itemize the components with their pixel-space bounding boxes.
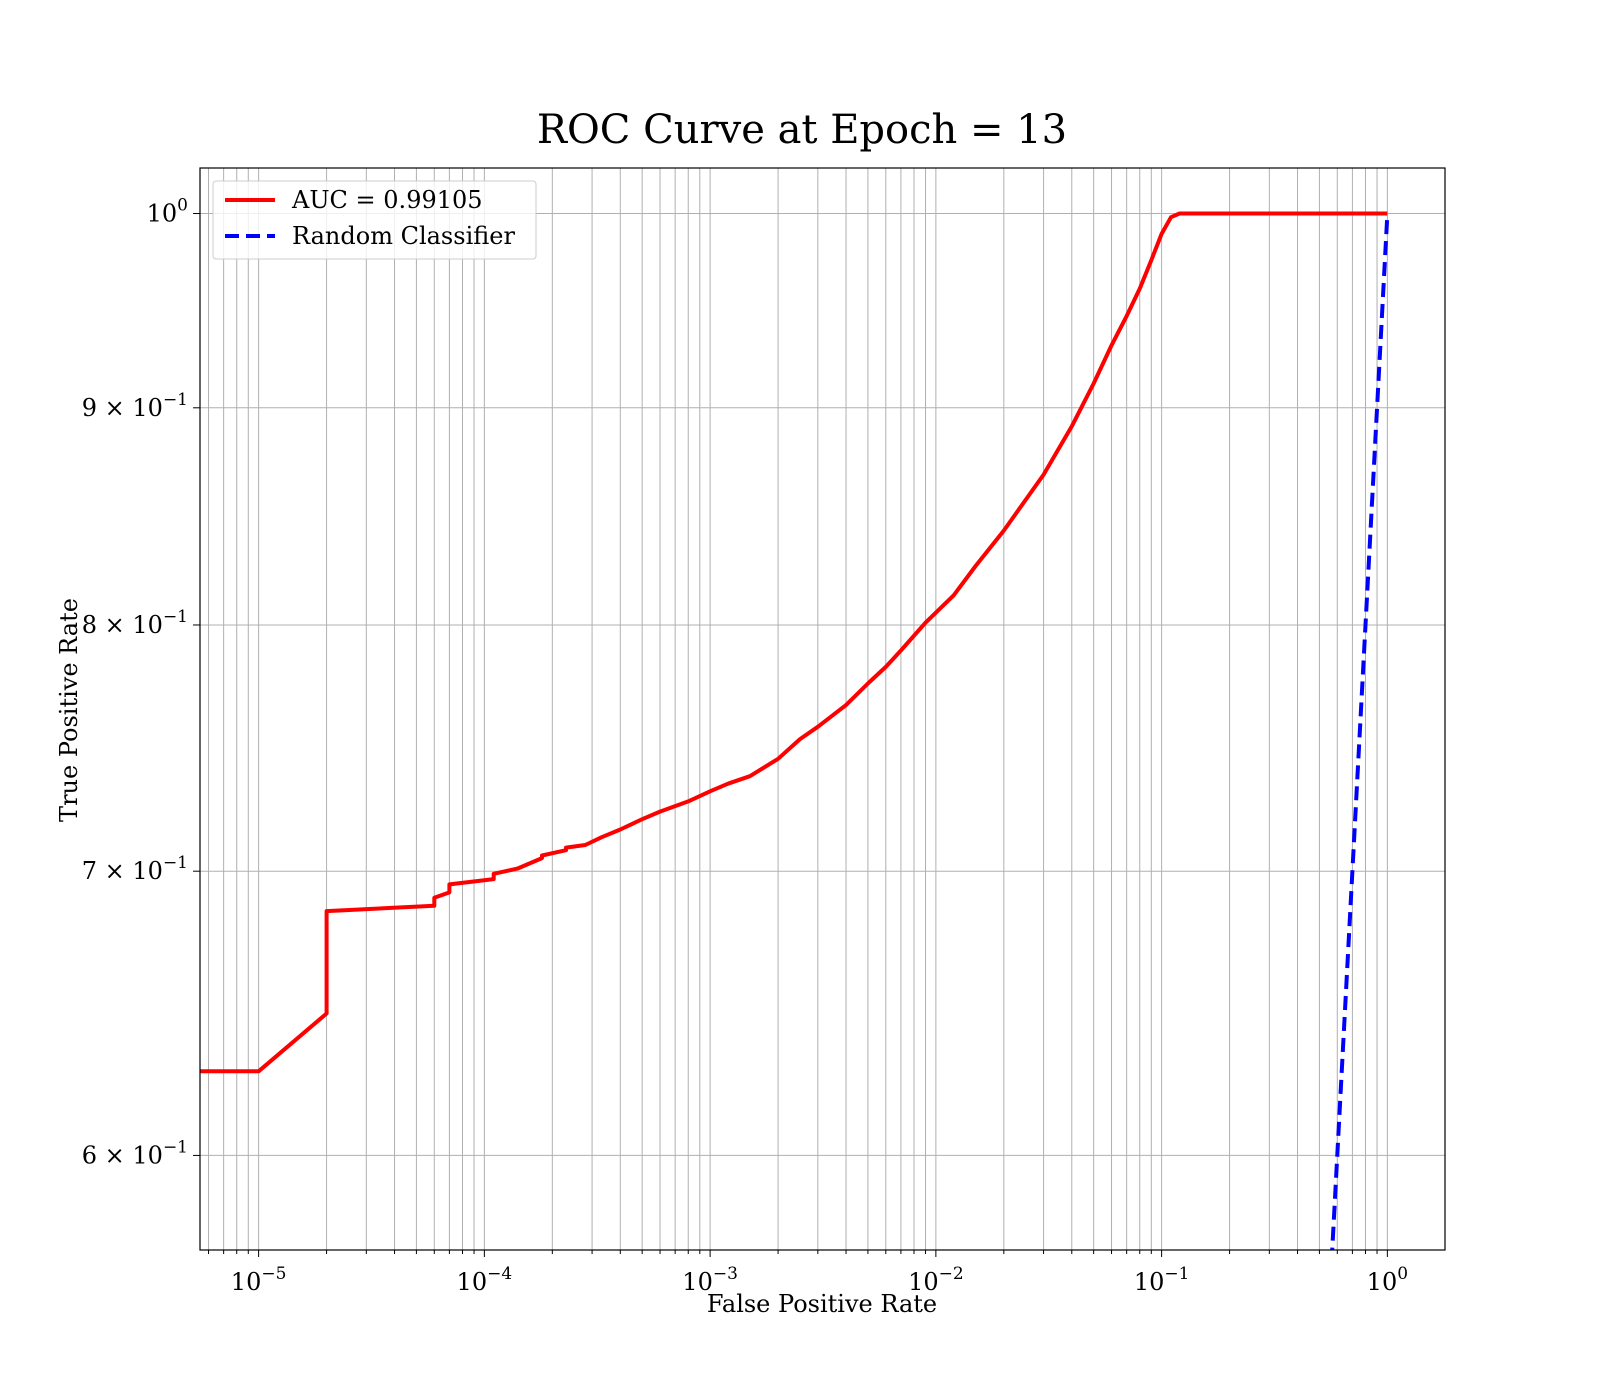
grid-lines	[200, 168, 1445, 1250]
y-tick-label: 6 × 10−1	[82, 1137, 188, 1169]
y-axis-ticks: 6 × 10−1 7 × 10−1 8 × 10−1 9 × 10−1 100	[82, 196, 200, 1169]
legend: AUC = 0.99105 Random Classifier	[212, 180, 537, 260]
x-tick-label: 100	[1367, 1264, 1408, 1296]
x-tick-label: 10−2	[908, 1264, 964, 1296]
x-axis-ticks: 10−5 10−4 10−3 10−2 10−1 100	[208, 1250, 1408, 1296]
chart-title: ROC Curve at Epoch = 13	[537, 107, 1067, 153]
x-tick-label: 10−4	[457, 1264, 513, 1296]
legend-label-1: AUC = 0.99105	[291, 186, 483, 214]
x-tick-label: 10−1	[1134, 1264, 1190, 1296]
y-tick-label: 7 × 10−1	[82, 853, 188, 885]
y-tick-label: 8 × 10−1	[82, 607, 188, 639]
y-axis-label: True Positive Rate	[55, 598, 83, 822]
series-line-1	[200, 211, 1388, 1074]
y-tick-label: 100	[147, 196, 188, 228]
legend-box	[212, 180, 537, 260]
y-tick-label: 9 × 10−1	[82, 390, 188, 422]
series-line-2	[1330, 213, 1390, 1250]
x-axis-label: False Positive Rate	[707, 1290, 937, 1318]
x-tick-label: 10−5	[231, 1264, 287, 1296]
x-tick-label: 10−3	[682, 1264, 738, 1296]
series-layer	[200, 211, 1390, 1250]
legend-label-2: Random Classifier	[292, 222, 515, 250]
plot-frame	[199, 167, 1446, 1251]
